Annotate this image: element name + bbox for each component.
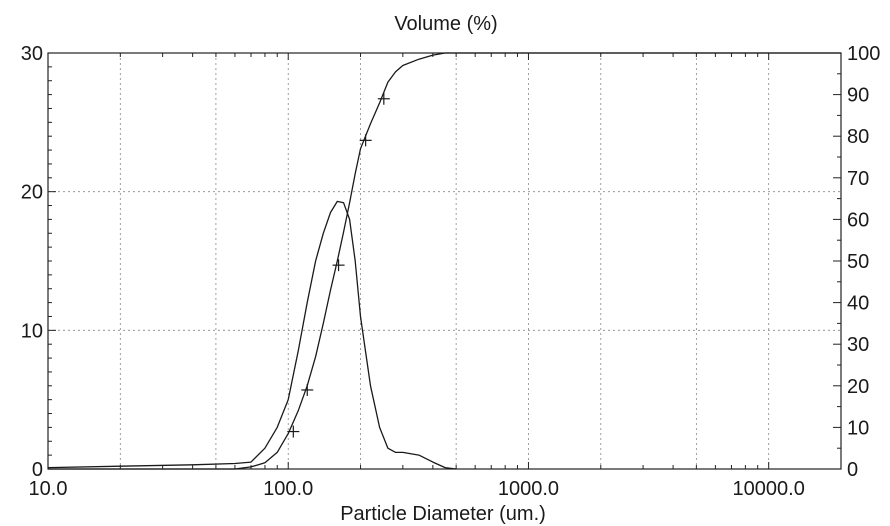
x-axis-title: Particle Diameter (um.) <box>340 503 546 525</box>
cumulative-marker <box>377 92 390 105</box>
y2-tick-label: 70 <box>847 168 869 190</box>
y2-tick-label: 60 <box>847 209 869 231</box>
grid <box>48 53 841 469</box>
y2-tick-label: 100 <box>847 43 880 65</box>
cumulative-marker <box>332 259 345 272</box>
cumulative-volume-line <box>48 52 841 470</box>
y2-tick-label: 50 <box>847 251 869 273</box>
x-tick-label: 10.0 <box>29 478 68 500</box>
cumulative-marker <box>359 134 372 147</box>
y2-tick-label: 20 <box>847 376 869 398</box>
tick-marks <box>47 52 842 470</box>
y2-tick-label: 0 <box>847 459 858 481</box>
y-tick-label: 10 <box>21 320 43 342</box>
series-group <box>47 52 841 470</box>
cumulative-marker <box>287 425 300 438</box>
y2-tick-label: 30 <box>847 334 869 356</box>
y2-tick-label: 80 <box>847 126 869 148</box>
x-tick-label: 100.0 <box>263 478 313 500</box>
y-tick-label: 20 <box>21 182 43 204</box>
volume-distribution-line <box>47 200 457 470</box>
plot-frame <box>47 52 842 470</box>
chart-title: Volume (%) <box>394 13 497 35</box>
y2-tick-label: 10 <box>847 417 869 439</box>
y2-tick-label: 90 <box>847 85 869 107</box>
y-tick-label: 0 <box>32 459 43 481</box>
tick-labels: 10.0 100.0 1000.0 10000.0 0 10 20 30 0 10 20 30 40 50… <box>21 43 881 500</box>
x-tick-label: 10000.0 <box>733 478 805 500</box>
x-tick-label: 1000.0 <box>498 478 559 500</box>
y-tick-label: 30 <box>21 43 43 65</box>
cumulative-marker <box>301 383 314 396</box>
y2-tick-label: 40 <box>847 293 869 315</box>
